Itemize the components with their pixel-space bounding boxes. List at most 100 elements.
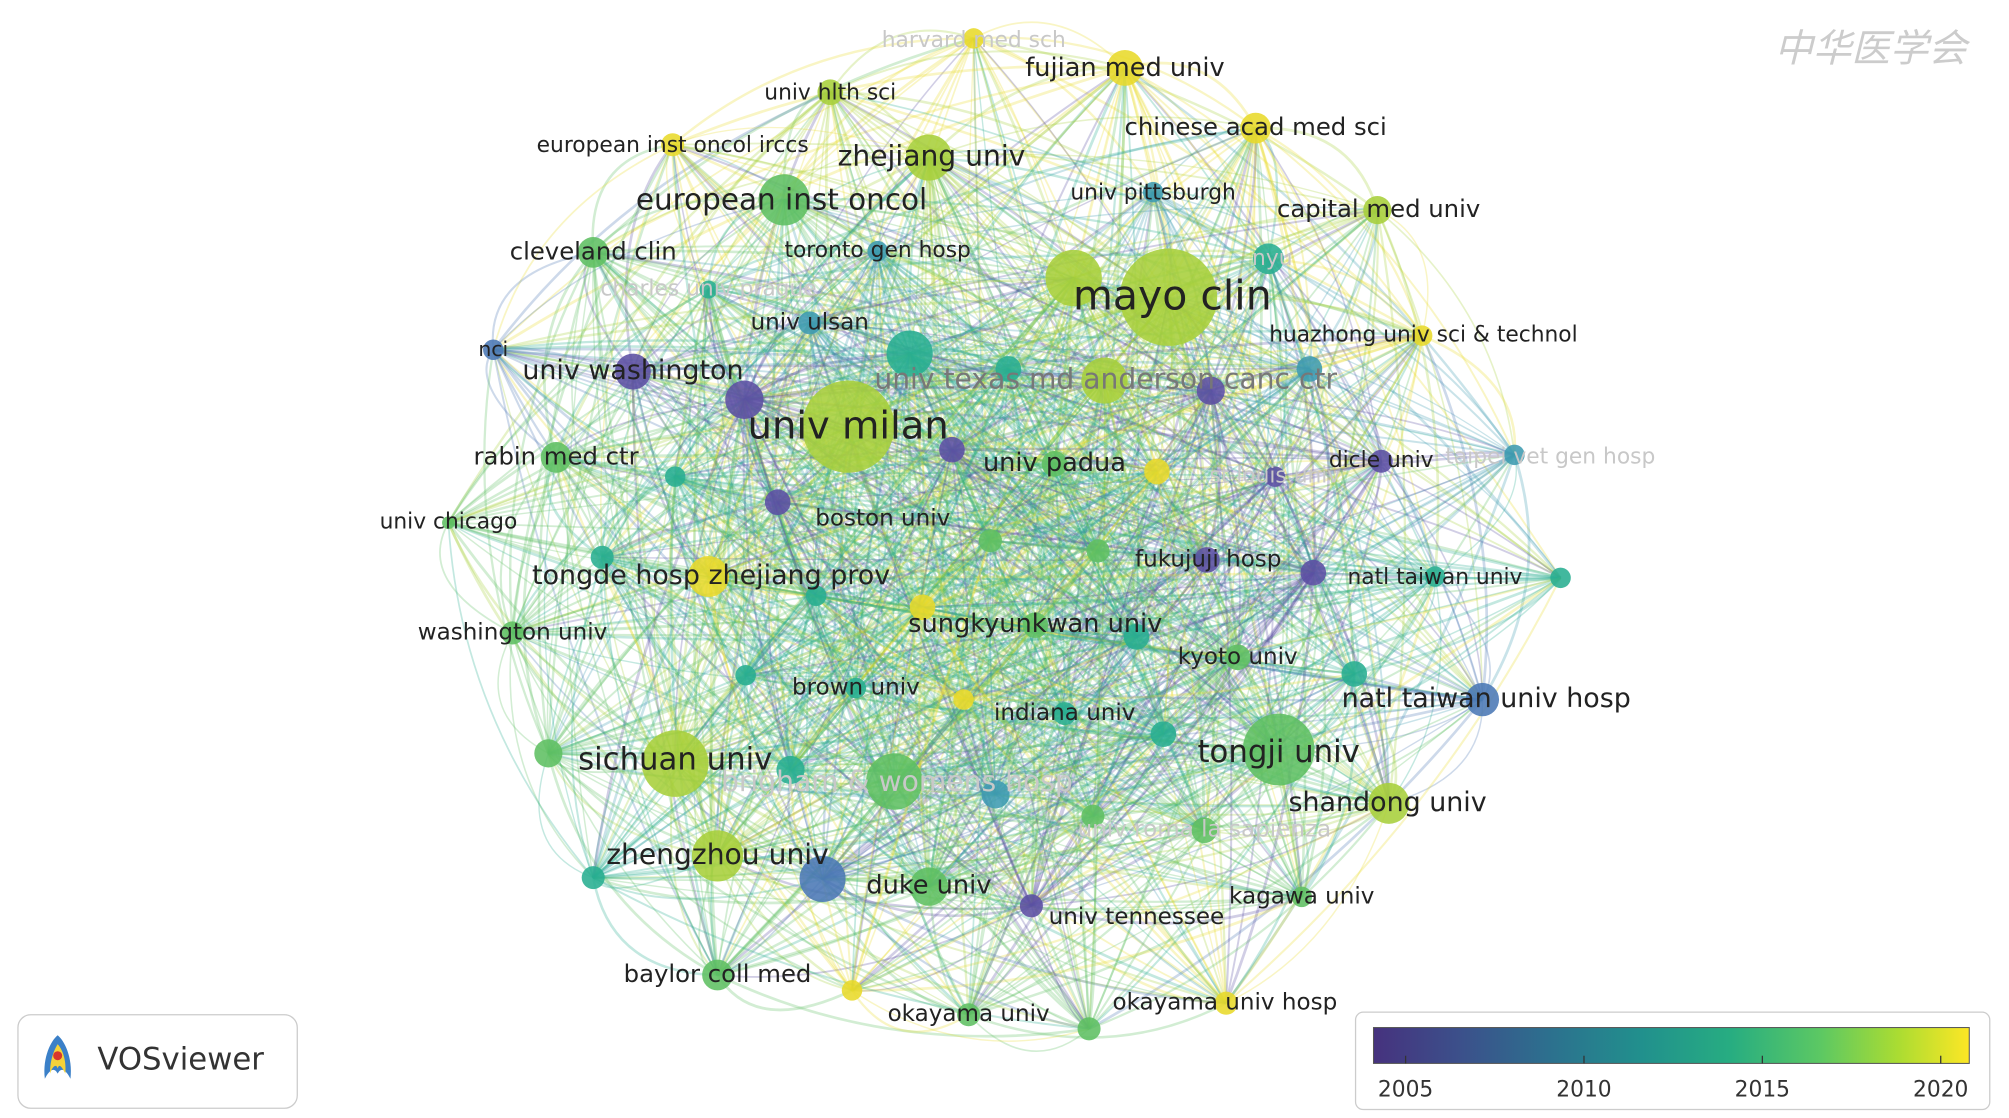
link <box>675 389 1211 478</box>
link <box>1091 460 1383 818</box>
link <box>707 288 1099 552</box>
link <box>554 288 710 458</box>
link <box>789 380 1105 771</box>
link <box>851 989 1090 1042</box>
link <box>548 733 1164 760</box>
link <box>716 277 1075 857</box>
link <box>1152 191 1208 560</box>
link <box>743 91 832 400</box>
link <box>707 247 878 291</box>
link <box>876 250 1356 675</box>
link <box>743 157 930 401</box>
link <box>716 687 858 976</box>
link <box>512 460 1382 634</box>
node-label: okayama univ hosp <box>1112 990 1337 1016</box>
link <box>821 877 1227 1005</box>
link <box>1309 368 1382 462</box>
link <box>921 606 1228 1005</box>
link <box>593 876 1302 910</box>
link <box>1308 368 1437 577</box>
link <box>632 358 1310 373</box>
link <box>783 199 1138 638</box>
link <box>674 475 1066 715</box>
node <box>1106 49 1143 86</box>
node <box>1369 449 1393 473</box>
link <box>1054 389 1212 465</box>
link <box>674 389 1212 765</box>
link <box>492 349 964 701</box>
link <box>851 449 953 991</box>
link <box>511 632 719 976</box>
link <box>1268 257 1516 456</box>
link <box>928 460 1383 888</box>
link <box>962 191 1155 701</box>
link <box>1278 577 1562 751</box>
link <box>707 288 1280 751</box>
link <box>555 334 1423 459</box>
link <box>743 399 853 991</box>
link <box>708 575 1238 659</box>
link <box>928 156 1311 371</box>
link <box>851 733 1165 992</box>
link <box>592 368 1311 879</box>
node-label: univ roma la sapienza <box>1078 817 1332 843</box>
link <box>708 460 1382 578</box>
link <box>989 539 1280 751</box>
node <box>1194 547 1220 573</box>
link <box>994 390 1212 795</box>
link <box>727 399 747 676</box>
link <box>592 576 710 878</box>
link <box>631 371 719 857</box>
link <box>1136 454 1515 638</box>
node <box>845 677 867 699</box>
link <box>592 251 911 355</box>
link <box>1087 816 1097 1030</box>
link <box>1030 656 1239 907</box>
node <box>1041 450 1068 477</box>
link <box>497 632 549 755</box>
node <box>957 1003 981 1027</box>
link <box>554 457 719 857</box>
link <box>1072 127 1257 279</box>
link <box>1124 67 1423 337</box>
link <box>631 156 930 373</box>
link <box>601 557 719 857</box>
link <box>512 632 856 689</box>
link <box>783 198 1208 561</box>
colorbar-tick-label: 2010 <box>1556 1077 1611 1102</box>
node <box>1022 612 1049 639</box>
link <box>1254 127 1356 674</box>
link <box>1135 335 1423 638</box>
link <box>1072 277 1315 574</box>
link <box>708 288 1483 701</box>
link <box>1030 460 1382 907</box>
link <box>1064 712 1390 805</box>
link <box>669 476 719 857</box>
node <box>702 959 733 991</box>
link <box>447 521 824 881</box>
link <box>707 288 1239 659</box>
link <box>989 540 997 795</box>
link <box>847 426 1164 735</box>
link <box>716 606 924 976</box>
link <box>547 144 674 754</box>
link <box>1209 390 1241 658</box>
link <box>1309 368 1562 579</box>
link <box>1063 713 1228 1004</box>
link <box>927 277 1075 887</box>
node <box>1296 356 1323 382</box>
link <box>1156 368 1310 473</box>
link <box>951 447 1382 463</box>
link <box>745 379 1106 676</box>
link <box>709 399 746 976</box>
link <box>554 91 832 458</box>
link <box>1274 453 1515 478</box>
link <box>990 539 1436 578</box>
link <box>994 277 1075 795</box>
link <box>815 594 1137 638</box>
link <box>847 425 1436 578</box>
link <box>1123 67 1212 391</box>
link <box>1388 699 1484 805</box>
link <box>908 353 931 887</box>
